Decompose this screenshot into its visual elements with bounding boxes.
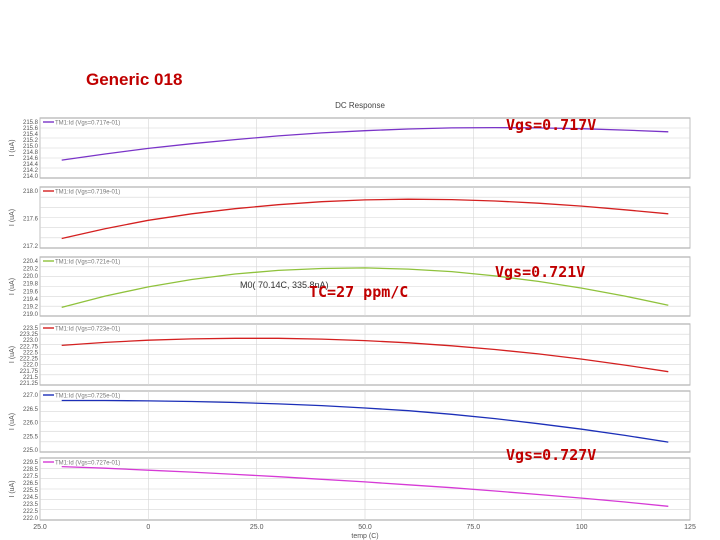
annotation-vgs-727: Vgs=0.727V [506,446,597,464]
y-tick-label: 220.4 [23,259,39,265]
y-tick-label: 214.6 [23,156,39,162]
series-line [61,267,669,309]
y-tick-label: 228.5 [23,467,39,473]
y-tick-label: 215.6 [23,126,39,132]
y-tick-label: 214.4 [23,162,39,168]
legend-label: TM1:Id (Vgs=0.725e-01) [55,394,120,400]
legend-entry: TM1:Id (Vgs=0.717e-01) [43,121,120,127]
y-tick-label: 221.5 [23,375,39,381]
x-tick-label: 125 [684,524,696,531]
y-tick-label: 222.75 [20,344,39,350]
y-tick-label: 229.5 [23,460,39,466]
series-line [61,399,669,443]
y-tick-label: 224.5 [23,495,39,501]
legend-label: TM1:Id (Vgs=0.719e-01) [55,190,120,196]
y-axis-label: I (uA) [9,346,16,363]
legend-label: TM1:Id (Vgs=0.723e-01) [55,327,120,333]
chart-panel-4: 223.5223.25223.0222.75222.5222.25222.022… [9,323,691,387]
x-axis-label: temp (C) [351,533,378,540]
y-tick-label: 226.5 [23,481,39,487]
y-axis-label: I (uA) [9,480,16,497]
chart-panel-2: 218.0 217.6 217.2 I (uA) TM1:Id (Vgs=0.719e-… [9,186,691,250]
x-tick-label: 0 [146,524,150,531]
y-tick-label: 219.4 [23,297,39,303]
y-tick-label: 227.0 [23,393,39,399]
y-tick-label: 223.25 [20,332,39,338]
legend-entry: TM1:Id (Vgs=0.727e-01) [43,461,120,467]
x-tick-label: 100 [576,524,588,531]
legend-entry: TM1:Id (Vgs=0.719e-01) [43,190,120,196]
x-tick-label: 25.0 [33,524,47,531]
x-tick-label: 50.0 [358,524,372,531]
y-tick-label: 219.8 [23,282,39,288]
chart-title: DC Response [335,101,385,110]
series-line [61,126,669,161]
legend-label: TM1:Id (Vgs=0.717e-01) [55,121,120,127]
y-tick-label: 215.8 [23,120,39,126]
legend-entry: TM1:Id (Vgs=0.723e-01) [43,327,120,333]
y-tick-label: 225.5 [23,434,39,440]
x-tick-label: 75.0 [467,524,481,531]
slide-title: Generic 018 [86,70,183,89]
y-tick-label: 222.5 [23,350,39,356]
y-tick-label: 214.8 [23,150,39,156]
y-tick-label: 221.25 [20,381,39,387]
y-tick-label: 226.0 [23,421,39,427]
y-tick-label: 220.0 [23,274,39,280]
annotation-vgs-717: Vgs=0.717V [506,116,597,134]
y-tick-label: 214.2 [23,168,39,174]
y-tick-label: 222.0 [23,363,39,369]
y-tick-label: 215.4 [23,132,39,138]
y-axis-label: I (uA) [9,139,16,156]
y-tick-label: 226.5 [23,407,39,413]
legend-entry: TM1:Id (Vgs=0.725e-01) [43,394,120,400]
legend-entry: TM1:Id (Vgs=0.721e-01) [43,260,120,266]
y-axis-label: I (uA) [9,209,16,226]
y-tick-label: 223.0 [23,338,39,344]
y-axis-label: I (uA) [9,413,16,430]
legend-label: TM1:Id (Vgs=0.727e-01) [55,461,120,467]
y-tick-label: 219.0 [23,312,39,318]
y-tick-label: 219.2 [23,304,39,310]
y-tick-label: 223.5 [23,326,39,332]
y-tick-label: 225.0 [23,448,39,454]
y-tick-label: 215.0 [23,144,39,150]
y-tick-label: 214.0 [23,174,39,180]
y-tick-label: 227.5 [23,474,39,480]
series-line [61,337,669,373]
x-tick-label: 25.0 [250,524,264,531]
y-tick-label: 217.6 [23,217,39,223]
series-line [61,198,669,240]
chart-panel-1: 215.8215.6215.4215.2215.0214.8214.6214.4… [9,117,691,180]
y-tick-label: 218.0 [23,189,39,195]
y-tick-label: 222.5 [23,509,39,515]
chart-panel-5: 227.0 226.5 226.0 225.5 225.0 I (uA) TM1:Id (V… [9,390,691,454]
y-tick-label: 217.2 [23,244,39,250]
y-tick-label: 225.5 [23,488,39,494]
y-tick-label: 219.6 [23,289,39,295]
y-tick-label: 222.25 [20,357,39,363]
y-axis-label: I (uA) [9,278,16,295]
chart-panel-6: 229.5228.5227.5226.5225.5224.5223.5222.5… [9,457,691,522]
legend-label: TM1:Id (Vgs=0.721e-01) [55,260,120,266]
y-tick-label: 221.75 [20,369,39,375]
y-tick-label: 222.0 [23,516,39,522]
annotation-temp-coefficient: TC=27 ppm/C [309,283,409,301]
y-tick-label: 220.2 [23,267,39,273]
y-tick-label: 215.2 [23,138,39,144]
annotation-vgs-721: Vgs=0.721V [495,263,586,281]
y-tick-label: 223.5 [23,502,39,508]
cursor-marker-label: M0( 70.14C, 335.8nA) [240,280,329,290]
series-line [61,465,669,507]
